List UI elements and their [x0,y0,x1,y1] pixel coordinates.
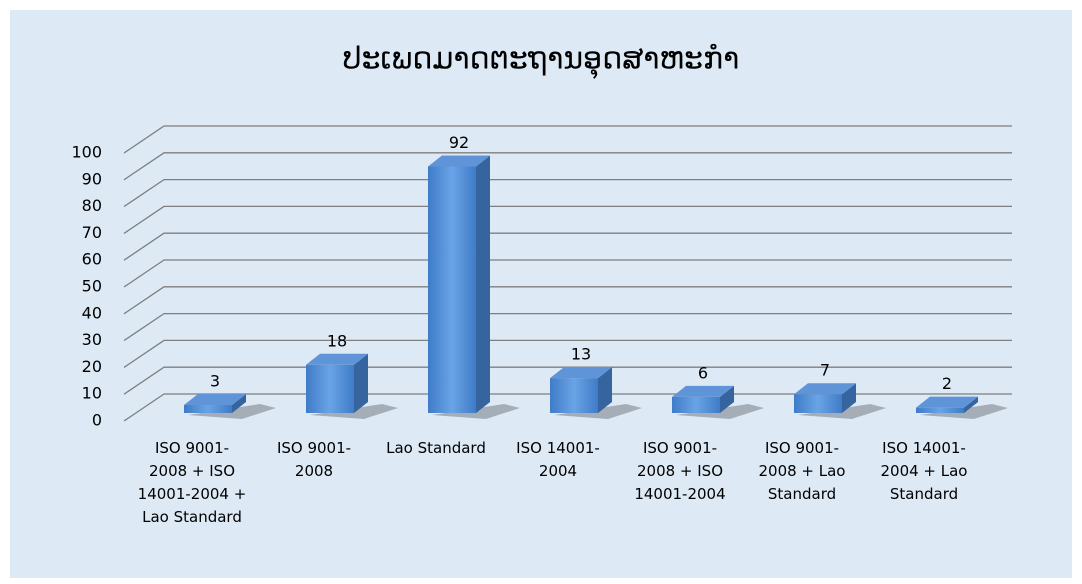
y-tick-label: 40 [82,303,102,322]
bar-top [794,383,856,395]
y-tick-label: 0 [92,411,102,430]
bar-top [550,367,612,379]
grid-line [123,125,1012,154]
x-tick-label: ISO 14001-2004 + Lao Standard [880,439,968,503]
bar-side [476,155,490,413]
x-tick-label: ISO 9001-2008 + ISO 14001-2004 [634,439,726,503]
y-tick-label: 90 [82,169,102,188]
bar-top [184,393,246,405]
bar-side [842,383,856,413]
grid-line [123,286,1012,315]
bar [550,367,642,419]
x-tick-label: ISO 14001-2004 [516,439,600,480]
bar-side [964,396,978,413]
bar-side [232,393,246,413]
y-tick-label: 10 [82,384,102,403]
bar-front [794,394,842,413]
bar-front [672,396,720,413]
y-tick-label: 70 [82,223,102,242]
bar [794,383,886,419]
grid-line [123,259,1012,288]
bar-front [306,364,354,413]
x-tick-label: ISO 9001-2008 + ISO 14001-2004 + Lao Sta… [137,439,247,526]
bar [916,396,1008,419]
data-label: 6 [698,363,708,382]
grid-line [123,152,1012,181]
y-tick-label: 50 [82,277,102,296]
x-tick-label: ISO 9001-2008 + Lao Standard [758,439,846,503]
grid-line [123,366,1012,395]
bar-side [354,353,368,413]
bar [672,385,764,419]
bar-front [184,404,232,413]
bar-top [672,385,734,397]
data-label: 18 [327,331,347,350]
data-label: 2 [942,374,952,393]
y-tick-label: 80 [82,196,102,215]
bar-front [916,407,964,413]
grid-line [123,339,1012,368]
bar-top [306,353,368,365]
y-tick-label: 60 [82,250,102,269]
bar [306,353,398,419]
bar-side [598,367,612,413]
x-tick-label: Lao Standard [386,439,486,457]
bar-front [550,378,598,413]
chart-background [10,10,1072,578]
bar [184,393,276,419]
bar-top [916,396,978,408]
y-tick-label: 100 [71,143,102,162]
data-label: 3 [210,371,220,390]
data-label: 7 [820,361,830,380]
y-tick-label: 30 [82,330,102,349]
chart-title: ປະເພດມາດຕະຖານອຸດສາຫະກຳ [343,42,740,80]
x-tick-label: ISO 9001-2008 [276,439,352,480]
grid-line [123,232,1012,261]
grid-line [123,312,1012,342]
bar [428,155,520,419]
grid-line [123,178,1012,208]
y-tick-label: 20 [82,357,102,376]
data-label: 92 [449,133,469,152]
bar-side [720,385,734,413]
bar-top [428,155,490,167]
grid-line [123,205,1012,234]
data-label: 13 [571,345,591,364]
bar-front [428,166,476,413]
